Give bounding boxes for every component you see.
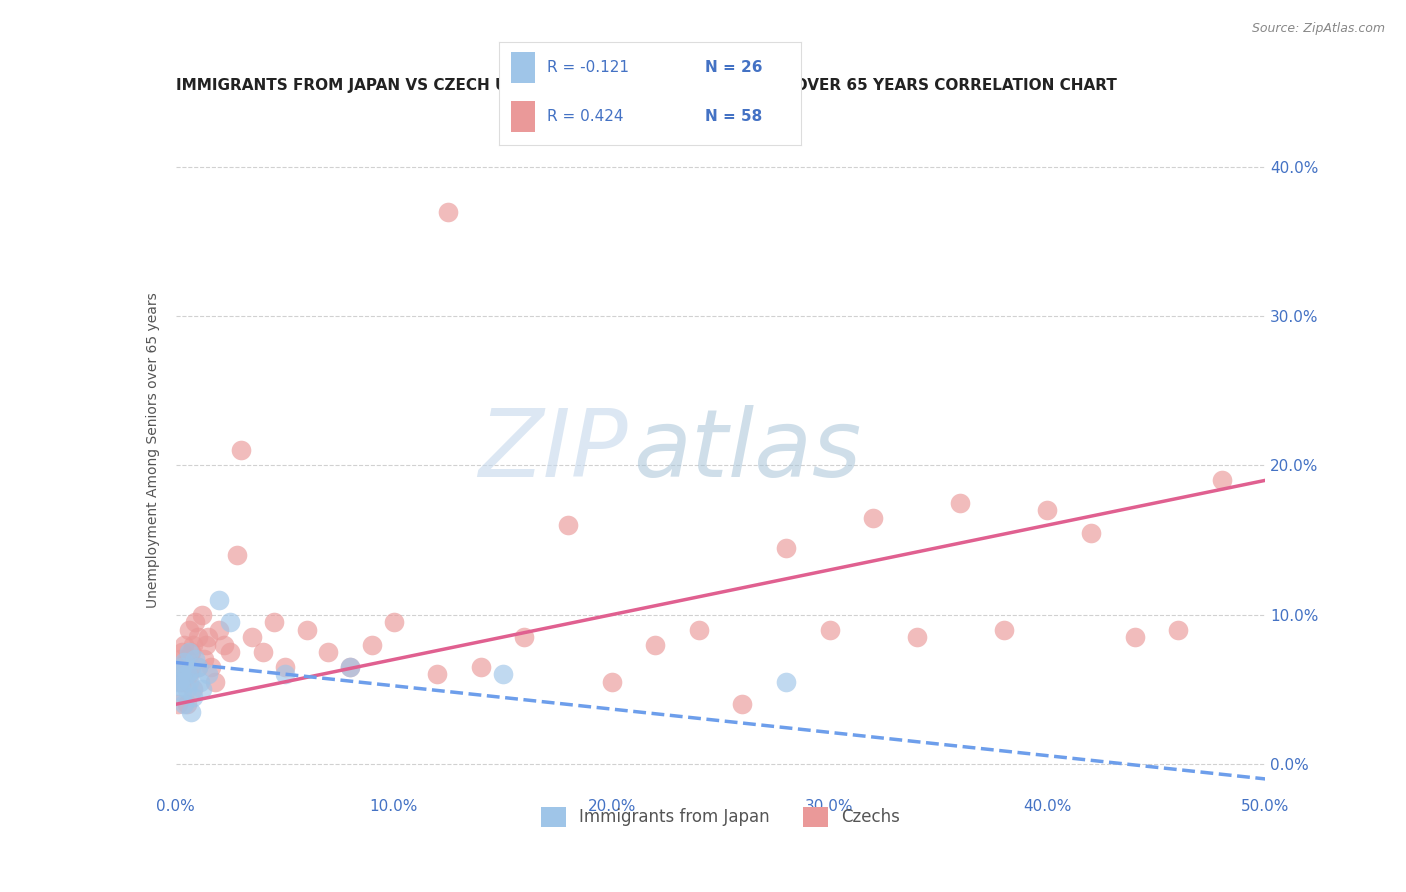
Bar xyxy=(512,52,536,83)
Point xyxy=(208,623,231,637)
Point xyxy=(557,518,579,533)
Point xyxy=(176,682,198,697)
Point xyxy=(240,630,263,644)
Point xyxy=(600,674,623,689)
Point xyxy=(169,674,191,689)
Point xyxy=(177,667,200,681)
Point xyxy=(172,674,194,689)
Point xyxy=(173,660,195,674)
Point xyxy=(172,660,194,674)
Point xyxy=(197,667,219,681)
Point xyxy=(169,679,191,693)
Point xyxy=(775,541,797,555)
Point xyxy=(177,645,200,659)
Point xyxy=(212,638,235,652)
Point xyxy=(437,204,460,219)
Point xyxy=(949,496,972,510)
Point xyxy=(169,667,191,681)
Point xyxy=(295,623,318,637)
Point xyxy=(186,660,209,674)
Point xyxy=(274,660,297,674)
Point xyxy=(274,667,297,681)
Point xyxy=(184,615,207,630)
Point xyxy=(219,645,242,659)
Text: atlas: atlas xyxy=(633,405,862,496)
Point xyxy=(252,645,274,659)
Point xyxy=(1167,623,1189,637)
Point xyxy=(177,674,200,689)
Point xyxy=(167,698,190,712)
Point xyxy=(186,630,209,644)
Point xyxy=(172,645,194,659)
Point xyxy=(318,645,340,659)
Text: R = 0.424: R = 0.424 xyxy=(547,110,624,124)
Point xyxy=(193,652,215,666)
Text: Source: ZipAtlas.com: Source: ZipAtlas.com xyxy=(1251,22,1385,36)
Point xyxy=(204,674,226,689)
Point xyxy=(186,660,209,674)
Point xyxy=(644,638,666,652)
Point xyxy=(195,638,218,652)
Point xyxy=(169,652,191,666)
Point xyxy=(197,630,219,644)
Point xyxy=(191,607,214,622)
Point xyxy=(180,705,202,719)
Point xyxy=(219,615,242,630)
Point xyxy=(180,645,202,659)
Point xyxy=(184,652,207,666)
Point xyxy=(173,638,195,652)
Point xyxy=(339,660,361,674)
Point xyxy=(173,656,195,670)
Point xyxy=(360,638,382,652)
Point xyxy=(1036,503,1059,517)
Point xyxy=(200,660,222,674)
Point xyxy=(191,682,214,697)
Point xyxy=(231,443,253,458)
Text: N = 26: N = 26 xyxy=(704,60,762,75)
Point xyxy=(181,638,204,652)
Text: ZIP: ZIP xyxy=(478,405,628,496)
Y-axis label: Unemployment Among Seniors over 65 years: Unemployment Among Seniors over 65 years xyxy=(146,293,160,608)
Point xyxy=(905,630,928,644)
Point xyxy=(167,667,190,681)
Point xyxy=(180,663,202,677)
Point xyxy=(177,623,200,637)
Point xyxy=(176,698,198,712)
Point xyxy=(172,685,194,699)
Point xyxy=(470,660,492,674)
Point xyxy=(731,698,754,712)
Point xyxy=(180,660,202,674)
Point xyxy=(492,667,515,681)
Legend: Immigrants from Japan, Czechs: Immigrants from Japan, Czechs xyxy=(534,800,907,834)
Point xyxy=(513,630,536,644)
Point xyxy=(173,698,195,712)
Point xyxy=(181,682,204,697)
Point xyxy=(688,623,710,637)
Point xyxy=(208,592,231,607)
Point xyxy=(1211,473,1233,487)
Point xyxy=(176,667,198,681)
Text: IMMIGRANTS FROM JAPAN VS CZECH UNEMPLOYMENT AMONG SENIORS OVER 65 YEARS CORRELAT: IMMIGRANTS FROM JAPAN VS CZECH UNEMPLOYM… xyxy=(176,78,1116,94)
Point xyxy=(1123,630,1146,644)
Text: N = 58: N = 58 xyxy=(704,110,762,124)
Point xyxy=(1080,525,1102,540)
Point xyxy=(188,674,211,689)
Point xyxy=(263,615,285,630)
Point xyxy=(818,623,841,637)
Text: R = -0.121: R = -0.121 xyxy=(547,60,630,75)
Point xyxy=(176,652,198,666)
Bar xyxy=(512,102,536,132)
Point xyxy=(382,615,405,630)
Point xyxy=(167,674,190,689)
Point xyxy=(426,667,449,681)
Point xyxy=(339,660,361,674)
Point xyxy=(862,510,884,524)
Point xyxy=(775,674,797,689)
Point xyxy=(225,548,247,562)
Point xyxy=(172,670,194,684)
Point xyxy=(181,690,204,704)
Point xyxy=(993,623,1015,637)
